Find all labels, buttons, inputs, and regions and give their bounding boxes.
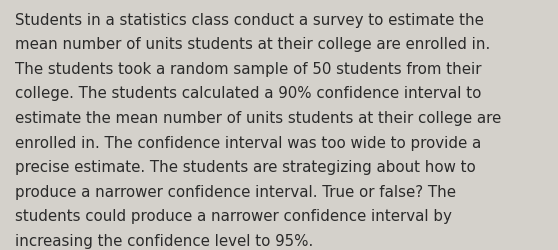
Text: students could produce a narrower confidence interval by: students could produce a narrower confid… <box>15 208 452 224</box>
Text: estimate the mean number of units students at their college are: estimate the mean number of units studen… <box>15 110 501 126</box>
Text: Students in a statistics class conduct a survey to estimate the: Students in a statistics class conduct a… <box>15 12 484 28</box>
Text: precise estimate. The students are strategizing about how to: precise estimate. The students are strat… <box>15 160 476 174</box>
Text: produce a narrower confidence interval. True or false? The: produce a narrower confidence interval. … <box>15 184 456 199</box>
Text: enrolled in. The confidence interval was too wide to provide a: enrolled in. The confidence interval was… <box>15 135 482 150</box>
Text: college. The students calculated a 90% confidence interval to: college. The students calculated a 90% c… <box>15 86 482 101</box>
Text: increasing the confidence level to 95%.: increasing the confidence level to 95%. <box>15 233 313 248</box>
Text: The students took a random sample of 50 students from their: The students took a random sample of 50 … <box>15 62 482 76</box>
Text: mean number of units students at their college are enrolled in.: mean number of units students at their c… <box>15 37 490 52</box>
